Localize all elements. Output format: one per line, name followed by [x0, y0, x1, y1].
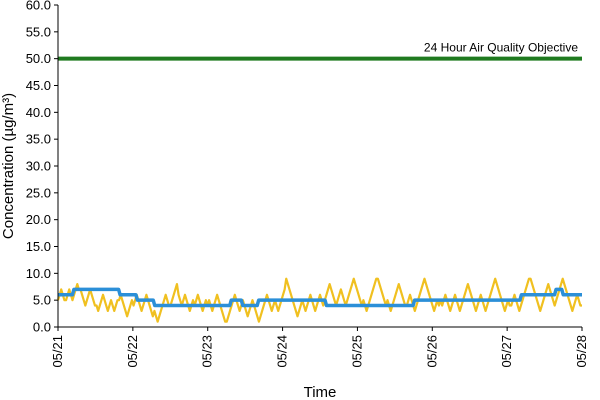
y-tick-label: 10.0 — [26, 266, 51, 281]
y-tick-label: 20.0 — [26, 212, 51, 227]
x-tick-label: 05/27 — [499, 335, 514, 368]
x-axis-title: Time — [304, 384, 337, 400]
x-tick-label: 05/21 — [50, 335, 65, 368]
y-axis-title: Concentration (µg/m³) — [0, 93, 17, 239]
y-tick-label: 5.0 — [33, 293, 51, 308]
y-tick-label: 15.0 — [26, 239, 51, 254]
series-layer — [56, 56, 583, 323]
x-axis-ticks: 05/21 05/22 05/23 05/24 05/25 05/26 05/27 05/28 — [50, 327, 589, 368]
y-tick-label: 40.0 — [26, 105, 51, 120]
x-tick-label: 05/28 — [574, 335, 589, 368]
x-tick-label: 05/25 — [349, 335, 364, 368]
y-tick-label: 35.0 — [26, 132, 51, 147]
x-tick-label: 05/23 — [200, 335, 215, 368]
y-tick-label: 25.0 — [26, 185, 51, 200]
hourly-concentration-line — [56, 277, 582, 323]
x-tick-label: 05/24 — [275, 335, 290, 368]
y-tick-label: 60.0 — [26, 0, 51, 13]
y-tick-label: 50.0 — [26, 51, 51, 66]
y-tick-label: 55.0 — [26, 24, 51, 39]
y-tick-label: 45.0 — [26, 78, 51, 93]
daily-average-line — [57, 287, 583, 308]
x-tick-label: 05/26 — [424, 335, 439, 368]
y-tick-label: 0.0 — [33, 320, 51, 335]
x-tick-label: 05/22 — [125, 335, 140, 368]
y-tick-label: 30.0 — [26, 159, 51, 174]
y-axis-ticks: 0.0 5.0 10.0 15.0 20.0 25.0 30.0 35.0 40.0 45.0 50… — [26, 0, 58, 335]
objective-label: 24 Hour Air Quality Objective — [424, 41, 578, 55]
